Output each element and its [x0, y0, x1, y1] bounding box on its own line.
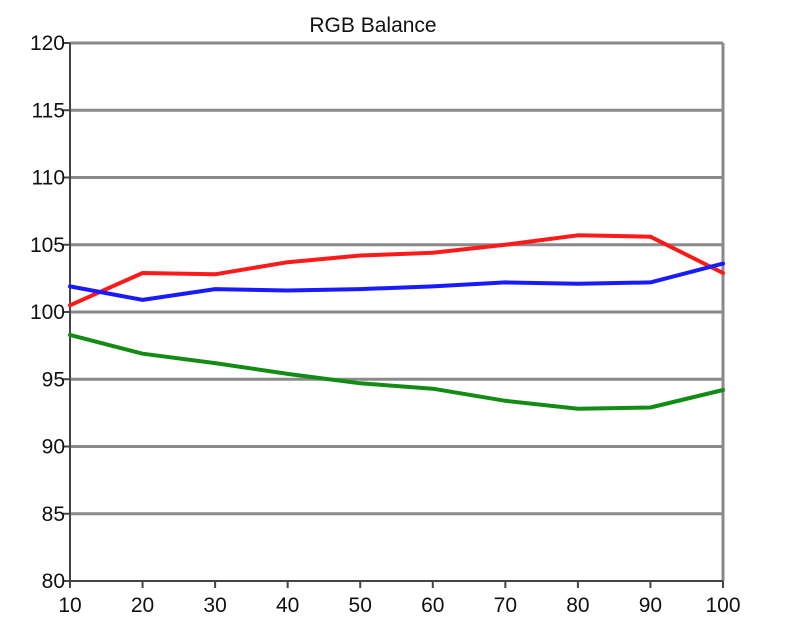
x-tick-label: 80 — [566, 594, 589, 617]
y-tick-label: 95 — [42, 368, 65, 391]
x-tick-label: 10 — [58, 594, 81, 617]
grid-lines — [70, 41, 725, 581]
x-tick-label: 30 — [203, 594, 226, 617]
series-line-1 — [68, 233, 725, 308]
x-tick-label: 50 — [349, 594, 372, 617]
series-line-2 — [68, 261, 725, 302]
y-tick-label: 120 — [30, 32, 65, 55]
x-tick-label: 40 — [276, 594, 299, 617]
series-line-3 — [68, 332, 725, 411]
y-tick-label: 85 — [42, 503, 65, 526]
y-tick-label: 90 — [42, 436, 65, 459]
y-tick-label: 110 — [32, 167, 65, 190]
x-tick-labels: 10 20 30 40 50 60 70 80 90 100 — [58, 594, 740, 617]
series-lines — [68, 233, 725, 411]
x-tick-label: 100 — [705, 594, 740, 617]
y-tick-label: 100 — [30, 301, 65, 324]
x-tick-label: 60 — [421, 594, 444, 617]
y-tick-label: 115 — [32, 99, 65, 122]
axes — [63, 42, 724, 588]
y-tick-label: 80 — [42, 570, 65, 593]
x-tick-label: 20 — [131, 594, 154, 617]
x-tick-label: 90 — [639, 594, 662, 617]
chart-title: RGB Balance — [309, 14, 436, 37]
y-tick-labels: 80 85 90 95 100 105 110 115 120 — [30, 32, 65, 593]
x-tick-label: 70 — [494, 594, 517, 617]
y-tick-label: 105 — [30, 234, 65, 257]
